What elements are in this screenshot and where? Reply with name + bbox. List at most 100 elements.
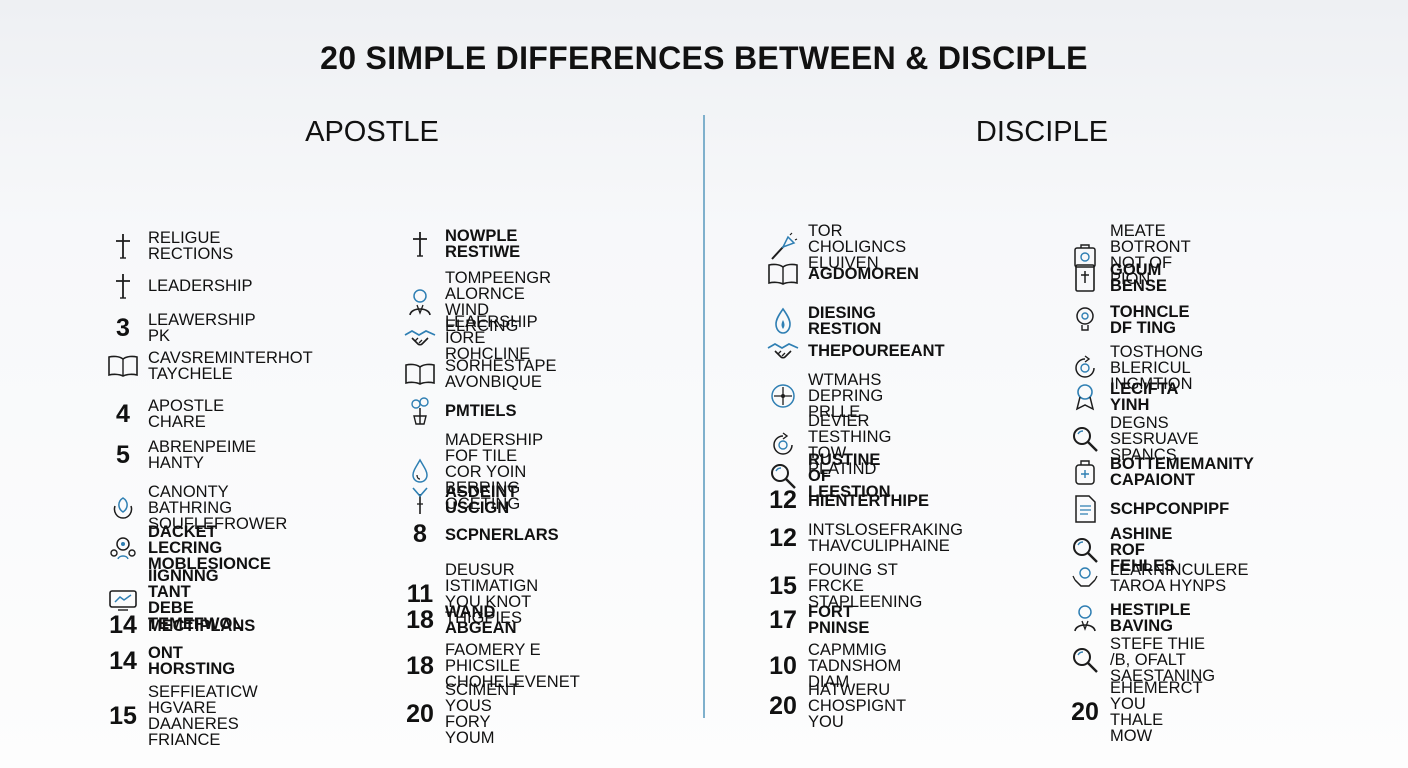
item-label: LEAWERSHIP PK: [148, 311, 256, 345]
item-label: IIGNNNG TANT DEBE TEMEFWOL: [148, 567, 243, 633]
list-item: DEGNS SESRUAVE SPANCS: [1068, 415, 1199, 463]
item-label: THEPOUREEANT: [808, 342, 945, 360]
magnifier-icon: [1068, 425, 1102, 453]
item-label: GOUM BENSE: [1110, 261, 1167, 295]
list-item: LEARNINCULERE TAROA HYNPS: [1068, 562, 1248, 594]
item-number: 3: [116, 313, 130, 342]
item-label: WTMAHS DEPRING PRLLE: [808, 371, 884, 421]
person-icon: [1068, 603, 1102, 633]
bag-icon: [1068, 241, 1102, 269]
item-label: PMTIELS: [445, 402, 517, 420]
list-item: 12 INTSLOSEFRAKING THAVCULIPHAINE: [766, 521, 963, 555]
cross-icon: [106, 232, 140, 260]
item-number: 20: [406, 699, 434, 728]
list-item: 20 HATWERU CHOSPIGNT YOU: [766, 681, 907, 731]
item-label: FORT PNINSE: [808, 603, 870, 637]
item-number: 5: [116, 440, 130, 469]
people-icon: [106, 535, 140, 561]
item-label: STEFE THIE /B, OFALT SAESTANING: [1110, 635, 1216, 685]
item-label: MECTIPLANS: [148, 616, 256, 635]
list-item: MEATE BOTRONT NOT OF PION: [1068, 223, 1191, 287]
list-item: 18 WAND ABGEAN: [403, 603, 517, 637]
list-item: SORHESTAPE AVONBIQUE: [403, 358, 557, 390]
list-item: IIGNNNG TANT DEBE TEMEFWOL: [106, 568, 242, 632]
item-label: DEGNS SESRUAVE SPANCS: [1110, 414, 1199, 464]
item-number: 11: [406, 579, 434, 608]
cross-icon: [106, 272, 140, 300]
item-label: ASHINE ROF FEHLES: [1110, 525, 1176, 575]
item-label: SEFFIEATICW HGVARE DAANERES FRIANCE: [148, 683, 258, 749]
item-label: CAPMMIG TADNSHOM DIAM: [808, 641, 902, 691]
list-item: 5 ABRENPEIME HANTY: [106, 439, 256, 472]
book-icon: [766, 262, 800, 286]
list-item: 3 LEAWERSHIP PK: [106, 311, 256, 345]
item-label: AGDOMOREN: [808, 265, 919, 283]
list-item: SCHPCONPIPF: [1068, 494, 1229, 524]
item-number: 14: [109, 611, 137, 639]
list-item: DEVIER TESTHING TOW PLATIND: [766, 413, 891, 477]
item-label: SORHESTAPE AVONBIQUE: [445, 357, 557, 391]
item-label: LEADERSHIP: [148, 277, 253, 295]
item-label: ASDEINT USCIGN: [445, 483, 518, 517]
item-label: BOTTEMEMANITY CAPAIONT: [1110, 455, 1254, 489]
handshake-icon: [403, 326, 437, 350]
list-item: CAVSREMINTERHOT TAYCHELE: [106, 350, 313, 382]
item-label: RUSTINE OF LEESTION: [808, 451, 891, 501]
item-number: 12: [769, 523, 797, 552]
book-icon: [106, 354, 140, 378]
item-label: NOWPLE RESTIWE: [445, 227, 521, 261]
drop-icon: [403, 457, 437, 487]
item-label: DIESING RESTION: [808, 304, 882, 338]
list-item: DIESING RESTION: [766, 305, 881, 337]
item-number: 8: [413, 520, 427, 548]
list-item: 12 HIENTERTHIPE: [766, 488, 929, 513]
item-label: HESTIPLE BAVING: [1110, 601, 1191, 635]
item-label: INTSLOSEFRAKING THAVCULIPHAINE: [808, 521, 963, 555]
item-label: EHEMERCT YOU THALE MOW: [1110, 679, 1203, 745]
flower-icon: [106, 494, 140, 522]
list-item: TOSTHONG BLERICUL INGMTION: [1068, 344, 1203, 392]
list-item: PMTIELS: [403, 396, 517, 426]
item-label: TOHNCLE DF TING: [1110, 303, 1190, 337]
list-item: 20 SCIMENT YOUS FORY YOUM: [403, 681, 519, 747]
disciple-heading: DISCIPLE: [975, 116, 1109, 148]
list-item: DACKET LECRING MOBLESIONCE: [106, 524, 271, 572]
item-label: TOSTHONG BLERICUL INGMTION: [1110, 343, 1204, 393]
list-item: TOMPEENGR ALORNCE WIND ELRCING: [403, 270, 551, 334]
list-item: TOR CHOLIGNCS ELUIVEN: [766, 223, 906, 271]
list-item: 15 FOUING ST FRCKE STAPLEENING: [766, 562, 922, 611]
list-item: 14 ONT HORSTING: [106, 645, 235, 678]
list-item: BOTTEMEMANITY CAPAIONT: [1068, 456, 1254, 488]
list-item: 14 MECTIPLANS: [106, 613, 255, 638]
list-item: WTMAHS DEPRING PRLLE: [766, 372, 883, 420]
item-number: 12: [769, 486, 797, 514]
tool-icon: [403, 484, 437, 516]
flame-icon: [766, 306, 800, 336]
torch-icon: [766, 232, 800, 262]
item-number: 15: [109, 701, 137, 730]
item-label: SCIMENT YOUS FORY YOUM: [445, 681, 519, 747]
list-item: 17 FORT PNINSE: [766, 603, 870, 637]
list-item: 18 FAOMERY E PHICSILE CHOHELEVENET: [403, 642, 580, 691]
page-title: 20 SIMPLE DIFFERENCES BETWEEN & DISCIPLE: [320, 40, 1088, 76]
list-item: ASDEINT USCIGN: [403, 484, 517, 516]
compass-icon: [766, 382, 800, 410]
award-icon: [1068, 382, 1102, 412]
item-number: 20: [1071, 697, 1099, 726]
item-label: RELIGUE RECTIONS: [148, 229, 234, 263]
item-label: LECIFTA YINH: [1110, 380, 1178, 414]
hands-icon: [1068, 564, 1102, 592]
item-label: WAND ABGEAN: [445, 603, 517, 637]
item-label: DEUSUR ISTIMATIGN YOU KNOT THIGPIES: [445, 561, 539, 627]
list-item: MADERSHIP FOF TILE COR YOIN BERRING OCET…: [403, 432, 543, 512]
item-number: 10: [769, 651, 797, 680]
item-label: SCHPCONPIPF: [1110, 500, 1230, 518]
list-item: HESTIPLE BAVING: [1068, 602, 1191, 634]
screen-icon: [106, 589, 140, 611]
person-icon: [403, 287, 437, 317]
lightbulb-icon: [1068, 305, 1102, 335]
cycle-icon: [766, 431, 800, 459]
item-number: 14: [109, 646, 137, 675]
item-label: HATWERU CHOSPIGNT YOU: [808, 681, 907, 731]
plant-icon: [403, 396, 437, 426]
